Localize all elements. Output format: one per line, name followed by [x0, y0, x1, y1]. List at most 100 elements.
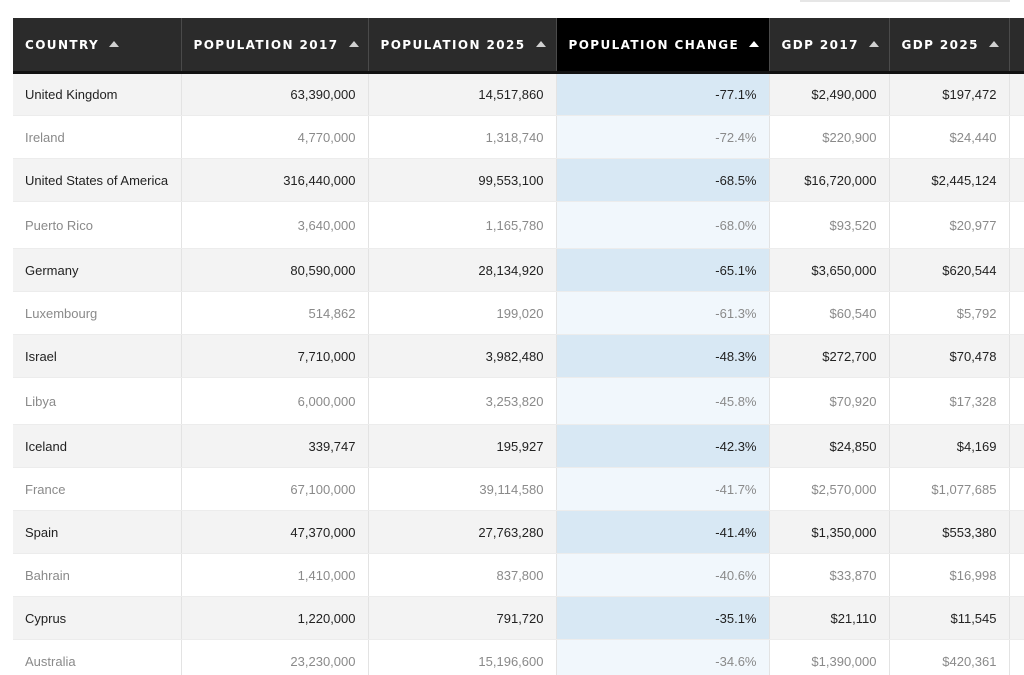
cell-pop2025: 195,927 — [368, 424, 557, 468]
table-row[interactable]: Ireland 4,770,000 1,318,740 -72.4% $220,900 $… — [13, 115, 1024, 159]
cell-pop2025: 1,165,780 — [368, 201, 557, 249]
scrollbar-track — [800, 0, 1010, 2]
table-row[interactable]: Libya 6,000,000 3,253,820 -45.8% $70,920 $17,… — [13, 377, 1024, 425]
table-header: COUNTRY POPULATION 2017 POPULATION 2025 … — [13, 18, 1024, 74]
cell-gdp2017: $24,850 — [769, 424, 890, 468]
population-gdp-table: COUNTRY POPULATION 2017 POPULATION 2025 … — [13, 18, 1024, 675]
cell-pop2025: 27,763,280 — [368, 510, 557, 554]
cell-change: -35.1% — [556, 596, 770, 640]
cell-gdp2025: $5,792 — [889, 291, 1010, 335]
cell-pop2025: 99,553,100 — [368, 158, 557, 202]
cell-gdp2025: $420,361 — [889, 639, 1010, 675]
cell-pop2017: 63,390,000 — [181, 72, 369, 116]
cell-gdp2017: $2,490,000 — [769, 72, 890, 116]
cell-pop2017: 1,410,000 — [181, 553, 369, 597]
cell-change: -68.0% — [556, 201, 770, 249]
cell-pop2025: 837,800 — [368, 553, 557, 597]
cell-change: -61.3% — [556, 291, 770, 335]
cell-change: -41.7% — [556, 467, 770, 511]
cell-country: Bahrain — [13, 553, 182, 597]
table-row[interactable]: Puerto Rico 3,640,000 1,165,780 -68.0% $93,5… — [13, 201, 1024, 249]
sort-ascending-icon — [109, 40, 120, 47]
cell-pop2017: 67,100,000 — [181, 467, 369, 511]
column-header-label: POPULATION CHANGE — [568, 37, 740, 52]
table-row[interactable]: United Kingdom 63,390,000 14,517,860 -77.1%… — [13, 72, 1024, 116]
cell-change: -68.5% — [556, 158, 770, 202]
column-header-gdp-2025[interactable]: GDP 2025 — [889, 18, 1010, 74]
cell-gdp2017: $3,650,000 — [769, 248, 890, 292]
cell-gdp2025: $20,977 — [889, 201, 1010, 249]
cell-change: -41.4% — [556, 510, 770, 554]
cell-country: Israel — [13, 334, 182, 378]
cell-gdp2017: $16,720,000 — [769, 158, 890, 202]
cell-pop2017: 316,440,000 — [181, 158, 369, 202]
cell-gdp2025: $16,998 — [889, 553, 1010, 597]
table-row[interactable]: Iceland 339,747 195,927 -42.3% $24,850 $4,169 — [13, 424, 1024, 468]
cell-gdp2017: $220,900 — [769, 115, 890, 159]
cell-country: Puerto Rico — [13, 201, 182, 249]
cell-gdp2025: $11,545 — [889, 596, 1010, 640]
cell-overflow — [1009, 510, 1024, 554]
cell-pop2017: 3,640,000 — [181, 201, 369, 249]
cell-pop2025: 15,196,600 — [368, 639, 557, 675]
column-header-label: COUNTRY — [25, 37, 100, 52]
cell-gdp2025: $24,440 — [889, 115, 1010, 159]
cell-pop2025: 199,020 — [368, 291, 557, 335]
column-header-population-2025[interactable]: POPULATION 2025 — [368, 18, 557, 74]
cell-gdp2025: $4,169 — [889, 424, 1010, 468]
cell-pop2017: 514,862 — [181, 291, 369, 335]
cell-gdp2025: $620,544 — [889, 248, 1010, 292]
column-header-country[interactable]: COUNTRY — [13, 18, 182, 74]
column-header-gdp-2017[interactable]: GDP 2017 — [769, 18, 890, 74]
cell-overflow — [1009, 201, 1024, 249]
table-row[interactable]: Luxembourg 514,862 199,020 -61.3% $60,540 $5,… — [13, 291, 1024, 335]
column-header-label: POPULATION 2025 — [380, 37, 526, 52]
cell-gdp2017: $1,350,000 — [769, 510, 890, 554]
table-row[interactable]: Spain 47,370,000 27,763,280 -41.4% $1,350,00… — [13, 510, 1024, 554]
sort-ascending-icon — [348, 40, 359, 47]
cell-country: United States of America — [13, 158, 182, 202]
table-row[interactable]: Cyprus 1,220,000 791,720 -35.1% $21,110 $11,5… — [13, 596, 1024, 640]
table-row[interactable]: Australia 23,230,000 15,196,600 -34.6% $1,39… — [13, 639, 1024, 675]
cell-overflow — [1009, 596, 1024, 640]
cell-pop2025: 791,720 — [368, 596, 557, 640]
cell-overflow — [1009, 467, 1024, 511]
cell-gdp2017: $21,110 — [769, 596, 890, 640]
cell-change: -77.1% — [556, 72, 770, 116]
cell-overflow — [1009, 639, 1024, 675]
table-row[interactable]: Germany 80,590,000 28,134,920 -65.1% $3,650,… — [13, 248, 1024, 292]
cell-overflow — [1009, 115, 1024, 159]
sort-ascending-icon — [535, 40, 546, 47]
cell-pop2017: 7,710,000 — [181, 334, 369, 378]
cell-gdp2025: $197,472 — [889, 72, 1010, 116]
cell-country: Australia — [13, 639, 182, 675]
cell-pop2017: 1,220,000 — [181, 596, 369, 640]
cell-gdp2017: $272,700 — [769, 334, 890, 378]
cell-overflow — [1009, 424, 1024, 468]
column-header-label: GDP 2017 — [781, 37, 859, 52]
cell-pop2025: 3,253,820 — [368, 377, 557, 425]
cell-pop2017: 4,770,000 — [181, 115, 369, 159]
column-header-population-change[interactable]: POPULATION CHANGE — [556, 18, 770, 74]
cell-country: Cyprus — [13, 596, 182, 640]
cell-overflow — [1009, 72, 1024, 116]
cell-pop2025: 39,114,580 — [368, 467, 557, 511]
cell-pop2017: 47,370,000 — [181, 510, 369, 554]
table-row[interactable]: France 67,100,000 39,114,580 -41.7% $2,570,0… — [13, 467, 1024, 511]
cell-pop2017: 23,230,000 — [181, 639, 369, 675]
sort-ascending-icon — [988, 40, 999, 47]
table-row[interactable]: Israel 7,710,000 3,982,480 -48.3% $272,700 $7… — [13, 334, 1024, 378]
cell-country: Ireland — [13, 115, 182, 159]
data-table-container: COUNTRY POPULATION 2017 POPULATION 2025 … — [13, 18, 1024, 675]
cell-change: -65.1% — [556, 248, 770, 292]
cell-country: France — [13, 467, 182, 511]
table-row[interactable]: Bahrain 1,410,000 837,800 -40.6% $33,870 $16,… — [13, 553, 1024, 597]
cell-change: -42.3% — [556, 424, 770, 468]
sort-ascending-icon — [749, 40, 760, 47]
column-header-population-2017[interactable]: POPULATION 2017 — [181, 18, 369, 74]
column-header-label: GDP 2025 — [901, 37, 979, 52]
table-row[interactable]: United States of America 316,440,000 99,55… — [13, 158, 1024, 202]
cell-gdp2025: $17,328 — [889, 377, 1010, 425]
cell-pop2017: 80,590,000 — [181, 248, 369, 292]
cell-overflow — [1009, 291, 1024, 335]
